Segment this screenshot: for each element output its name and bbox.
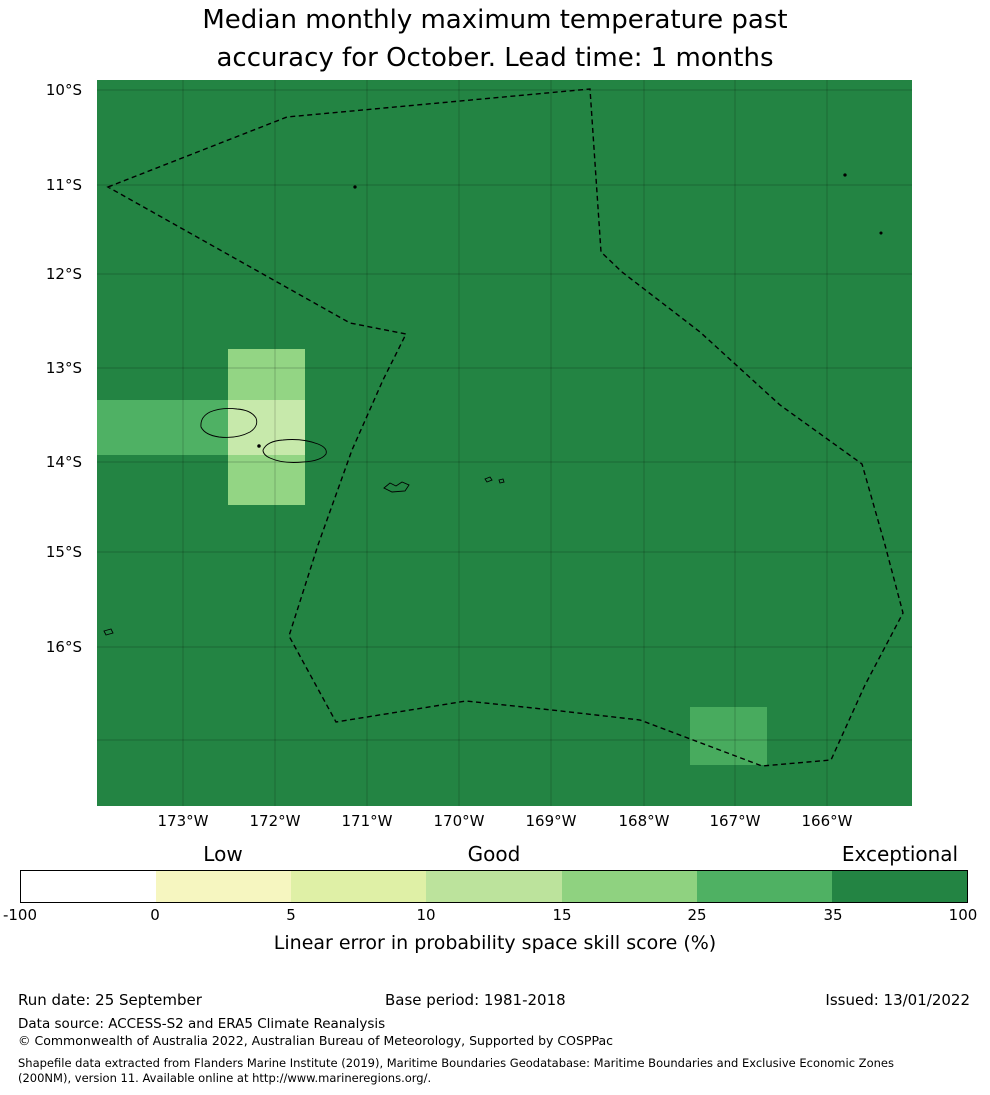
lon-tick-166w: 166°W [801,812,853,830]
lat-tick-14s: 14°S [45,453,82,471]
cbar-tick-neg100: -100 [2,906,38,924]
colorbar-segment-4 [426,871,562,902]
colorbar-label-exceptional: Exceptional [841,842,959,866]
issued-date-text: Issued: 13/01/2022 [825,991,970,1009]
southwest-island-outline [103,628,114,636]
northeast-island-dot-2 [879,231,883,235]
footer-meta-row: Run date: 25 September Base period: 1981… [0,991,990,1011]
island-coastlines [103,173,883,636]
page-title-line1: Median monthly maximum temperature past [202,5,788,35]
patch-cell-mid [228,400,305,455]
lat-tick-13s: 13°S [45,359,82,377]
skill-patches [97,349,767,765]
colorbar-label-low: Low [203,842,243,866]
colorbar-label-good: Good [467,842,521,866]
upolu-island-outline [262,439,327,463]
page-title-line2: accuracy for October. Lead time: 1 month… [216,43,774,73]
skill-map-svg [97,80,912,806]
patch-cell-top [228,349,305,400]
lon-tick-170w: 170°W [433,812,485,830]
lon-tick-173w: 173°W [157,812,209,830]
cbar-tick-100: 100 [948,906,978,924]
savaii-island-outline [200,407,258,438]
cbar-tick-15: 15 [552,906,572,924]
colorbar-ticks: -100 0 5 10 15 25 35 100 [0,906,990,926]
lon-tick-169w: 169°W [525,812,577,830]
eez-boundary-line [106,88,904,767]
lat-tick-12s: 12°S [45,265,82,283]
colorbar [20,870,968,903]
colorbar-segment-3 [291,871,427,902]
cbar-tick-10: 10 [416,906,436,924]
colorbar-axis-label: Linear error in probability space skill … [273,932,717,954]
copyright-text: © Commonwealth of Australia 2022, Austra… [18,1033,613,1048]
lon-tick-172w: 172°W [249,812,301,830]
manono-island-dot [257,444,261,448]
cbar-tick-0: 0 [150,906,160,924]
colorbar-segment-2 [156,871,292,902]
colorbar-segment-1 [21,871,157,902]
graticule-gridlines [97,80,912,806]
northeast-island-dot-1 [843,173,847,177]
lat-tick-11s: 11°S [45,176,82,194]
shapefile-note-line2: (200NM), version 11. Available online at… [18,1071,432,1085]
lat-tick-10s: 10°S [45,81,82,99]
tutuila-island-outline [383,481,410,493]
manua-island-outline-2 [498,478,505,484]
manua-island-outline-1 [484,476,493,483]
lon-tick-171w: 171°W [341,812,393,830]
cbar-tick-25: 25 [687,906,707,924]
data-source-text: Data source: ACCESS-S2 and ERA5 Climate … [18,1016,386,1032]
lon-tick-167w: 167°W [709,812,761,830]
map-area [97,80,912,806]
patch-cell-bottom [228,455,305,505]
lon-tick-168w: 168°W [618,812,670,830]
lat-tick-15s: 15°S [45,543,82,561]
colorbar-segment-5 [561,871,697,902]
run-date-text: Run date: 25 September [18,991,202,1009]
colorbar-segment-7 [831,871,967,902]
base-period-text: Base period: 1981-2018 [385,991,566,1009]
patch-bottom-right [690,707,767,765]
longitude-axis: 173°W 172°W 171°W 170°W 169°W 168°W 167°… [0,812,990,832]
swains-island-dot [353,185,357,189]
cbar-tick-5: 5 [286,906,296,924]
shapefile-note-line1: Shapefile data extracted from Flanders M… [18,1056,894,1070]
colorbar-category-labels: Low Good Exceptional [0,842,990,868]
colorbar-segment-6 [696,871,832,902]
lat-tick-16s: 16°S [45,638,82,656]
cbar-tick-35: 35 [823,906,843,924]
latitude-axis: 10°S 11°S 12°S 13°S 14°S 15°S 16°S [28,0,88,810]
patch-left-band [97,400,228,455]
